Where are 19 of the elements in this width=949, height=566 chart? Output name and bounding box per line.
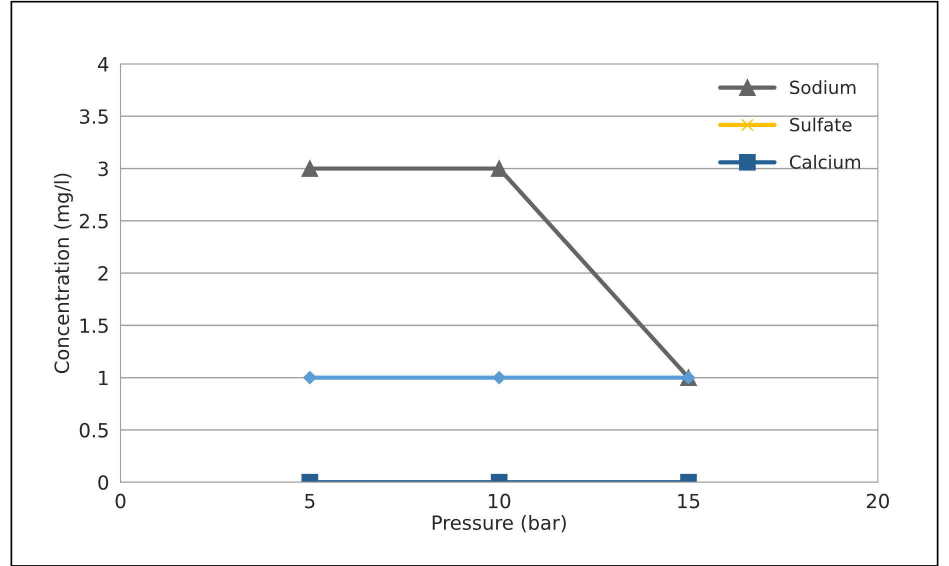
y-tick-label: 3 (98, 161, 108, 176)
x-axis-title: Pressure (bar) (432, 514, 566, 532)
y-tick-label: 0 (98, 475, 108, 490)
y-tick-label: 0.5 (80, 422, 108, 438)
y-axis-title: Concentration (mg/l) (54, 174, 73, 374)
legend-label: Sodium (790, 80, 856, 94)
y-tick-label: 3.5 (80, 109, 108, 124)
legend-label: Sulfate (790, 118, 852, 132)
x-tick-label: 0 (116, 494, 126, 508)
y-tick-label: 1.5 (80, 318, 108, 334)
y-tick-label: 2.5 (80, 214, 108, 228)
x-tick-label: 10 (488, 494, 510, 508)
y-tick-label: 2 (98, 266, 108, 280)
x-tick-label: 5 (305, 494, 314, 508)
x-tick-label: 15 (678, 494, 700, 508)
legend-label: Calcium (790, 154, 860, 169)
x-tick-label: 20 (866, 494, 889, 508)
y-tick-label: 4 (98, 57, 108, 72)
y-tick-label: 1 (99, 370, 108, 386)
